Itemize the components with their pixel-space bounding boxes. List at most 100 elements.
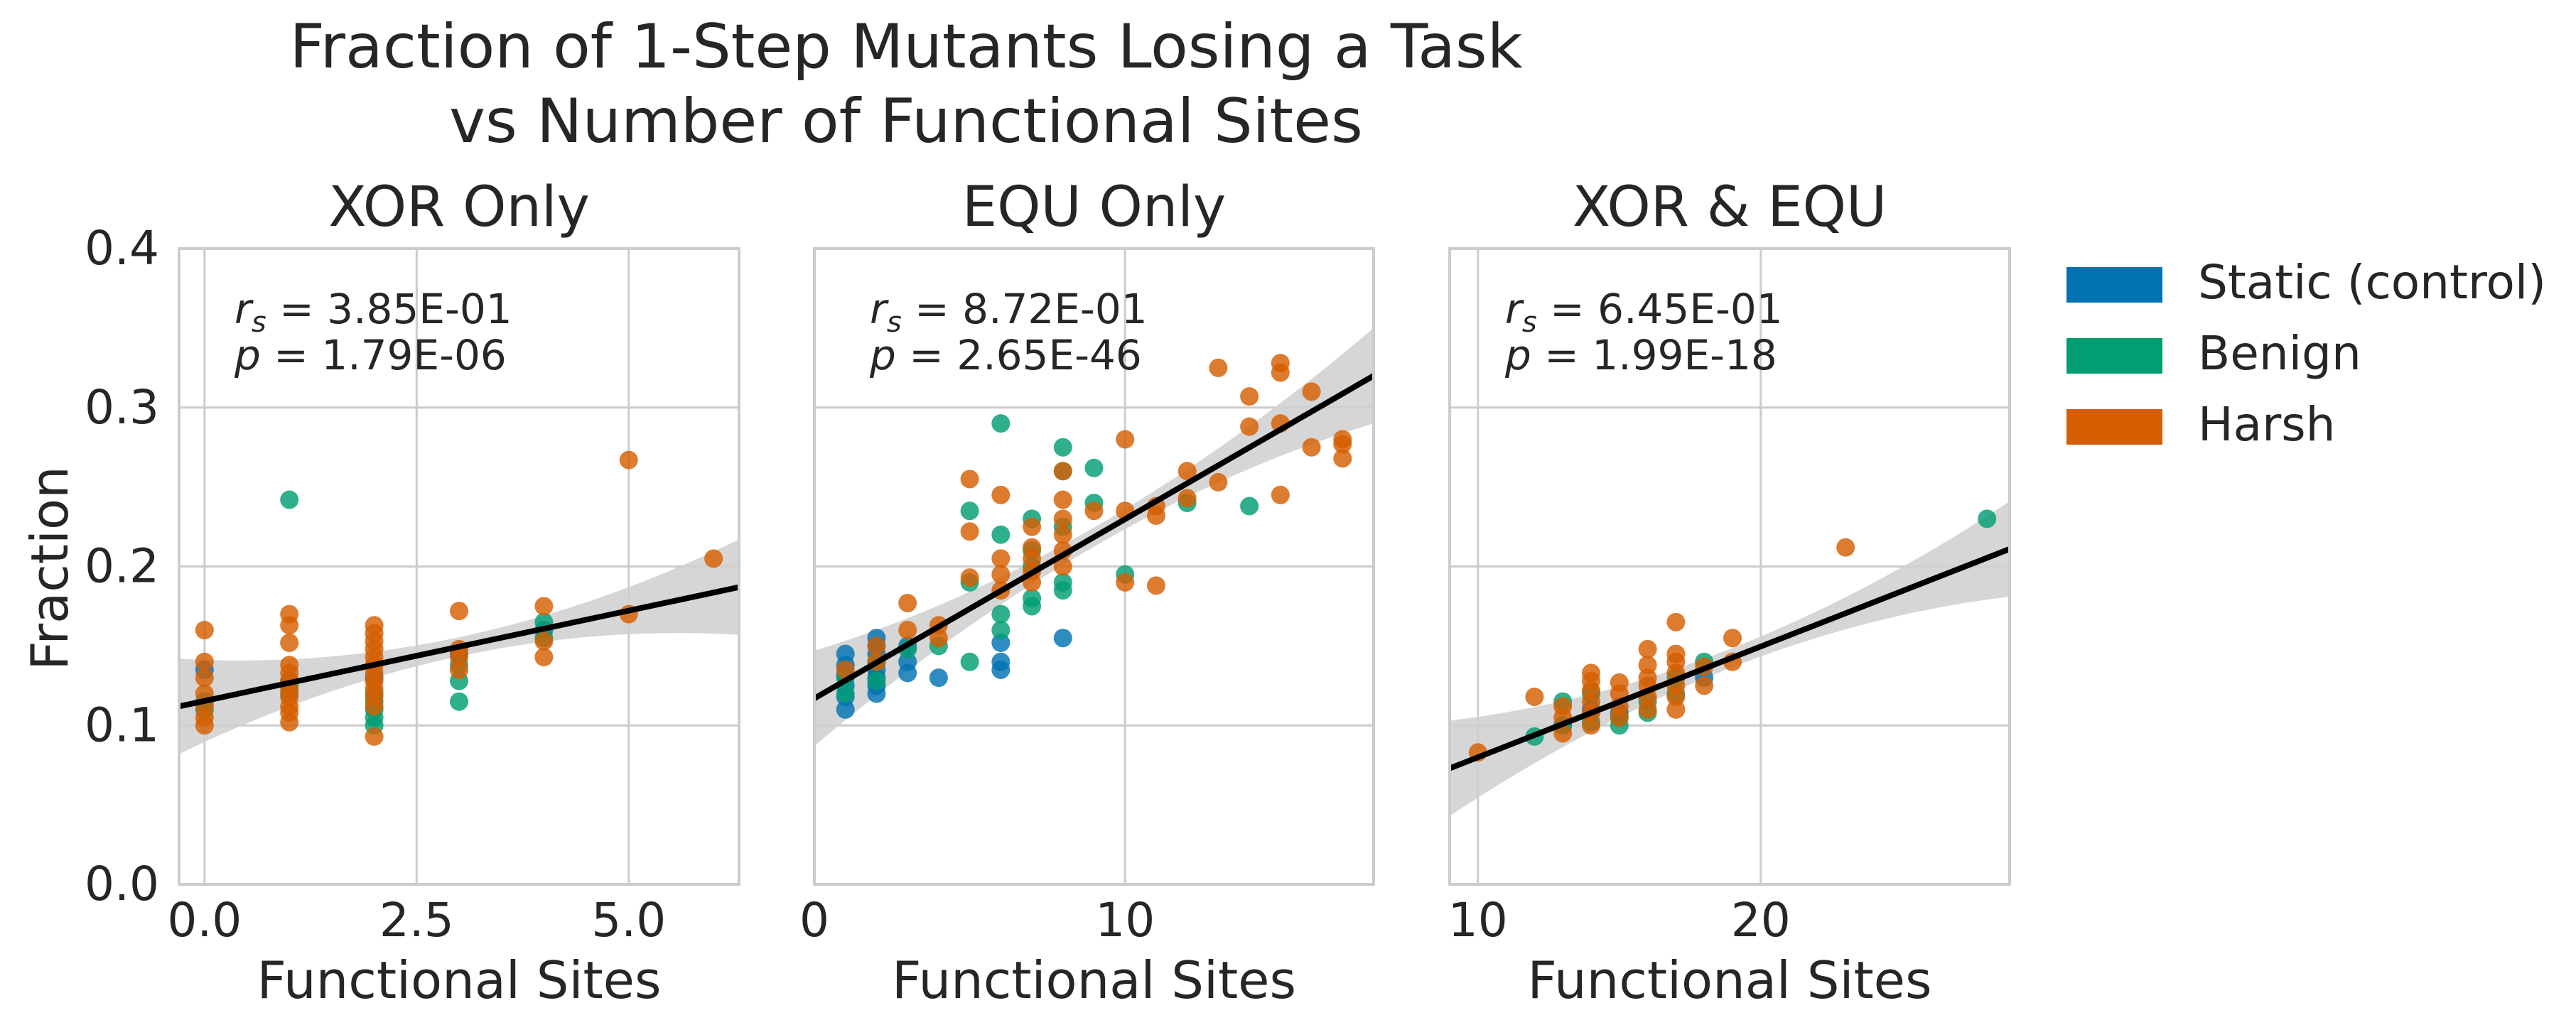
point-harsh [960,522,979,541]
point-harsh [898,621,917,639]
point-harsh [534,597,554,616]
point-harsh [960,568,979,587]
point-benign [991,621,1011,639]
point-harsh [991,565,1011,584]
legend: Static (control) Benign Harsh [2066,255,2546,452]
point-harsh [1525,687,1544,706]
point-harsh [1638,700,1657,719]
point-harsh [1116,430,1135,449]
subplot-title: EQU Only [962,175,1226,239]
point-harsh [1177,462,1197,481]
point-harsh [1553,697,1573,716]
x-tick-label: 0.0 [167,893,242,948]
y-axis-label: Fraction [20,466,80,670]
point-harsh [1610,673,1629,692]
point-harsh [1177,489,1197,508]
point-static [929,668,948,688]
point-harsh [1333,430,1352,449]
legend-label-benign: Benign [2198,326,2361,381]
point-harsh [1240,387,1259,406]
point-harsh [1302,438,1321,457]
plot-frame [1448,247,2011,886]
regression-line [178,584,740,710]
point-static [898,652,917,671]
point-static [836,644,855,663]
stat-p: p = 1.79E-06 [234,331,507,379]
point-harsh [1084,501,1104,521]
plot-frame [813,247,1375,886]
point-harsh [1723,629,1742,648]
y-tick-label: 0.4 [85,221,159,276]
stat-rs: rs = 3.85E-01 [235,285,512,339]
point-harsh [1333,449,1352,468]
point-harsh [929,629,948,648]
point-harsh [1581,663,1600,683]
point-harsh [836,660,855,679]
x-tick-label: 0 [799,893,829,948]
x-tick-label: 10 [1448,893,1508,948]
point-benign [836,684,855,703]
point-harsh [450,660,468,679]
point-harsh [1581,716,1600,735]
point-static [1053,629,1072,648]
point-harsh [619,450,638,470]
point-harsh [365,616,384,635]
y-tick-label: 0.3 [85,380,159,435]
point-static [991,633,1011,652]
point-harsh [534,648,554,667]
point-harsh [1271,354,1290,373]
point-harsh [1638,668,1657,688]
point-harsh [1053,509,1072,528]
point-benign [960,501,979,521]
plot-frame [178,247,740,886]
point-harsh [1302,382,1321,401]
point-benign [450,692,468,711]
point-harsh [991,485,1011,504]
point-harsh [1638,639,1657,658]
point-harsh [534,631,554,651]
point-harsh [1053,557,1072,576]
point-benign [960,652,979,671]
point-harsh [1240,417,1259,436]
point-harsh [1023,538,1042,557]
stat-rs: rs = 8.72E-01 [870,285,1148,339]
stat-rs: rs = 6.45E-01 [1505,285,1783,339]
point-harsh [1666,700,1686,719]
x-axis-label: Functional Sites [892,950,1296,1010]
point-harsh [1666,644,1686,663]
x-tick-label: 10 [1095,893,1155,948]
legend-label-static: Static (control) [2198,255,2546,310]
point-harsh [1023,517,1042,536]
point-harsh [195,652,214,671]
point-harsh [365,727,384,746]
figure-title-line2: vs Number of Functional Sites [449,86,1363,157]
point-harsh [1053,525,1072,544]
regression-line [1448,546,2011,771]
x-axis-label: Functional Sites [257,950,661,1010]
point-benign [991,525,1011,544]
subplot-title: XOR & EQU [1573,175,1887,239]
point-harsh [1836,538,1855,557]
point-harsh [898,593,917,612]
point-harsh [960,470,979,489]
point-harsh [1695,676,1714,695]
legend-swatch-harsh [2066,409,2162,445]
point-harsh [1053,490,1072,509]
point-benign [1053,438,1072,457]
y-tick-label: 0.2 [85,539,159,594]
point-benign [1023,589,1042,608]
point-harsh [1209,472,1228,492]
point-harsh [1271,485,1290,504]
point-harsh [1146,576,1165,595]
subplot-title: XOR Only [328,175,590,239]
point-static [836,700,855,719]
point-benign [1978,509,1997,528]
point-harsh [1666,612,1686,631]
point-harsh [1053,462,1072,481]
point-harsh [1638,656,1657,675]
x-axis-label: Functional Sites [1527,950,1931,1010]
stat-p: p = 1.99E-18 [1504,331,1777,379]
